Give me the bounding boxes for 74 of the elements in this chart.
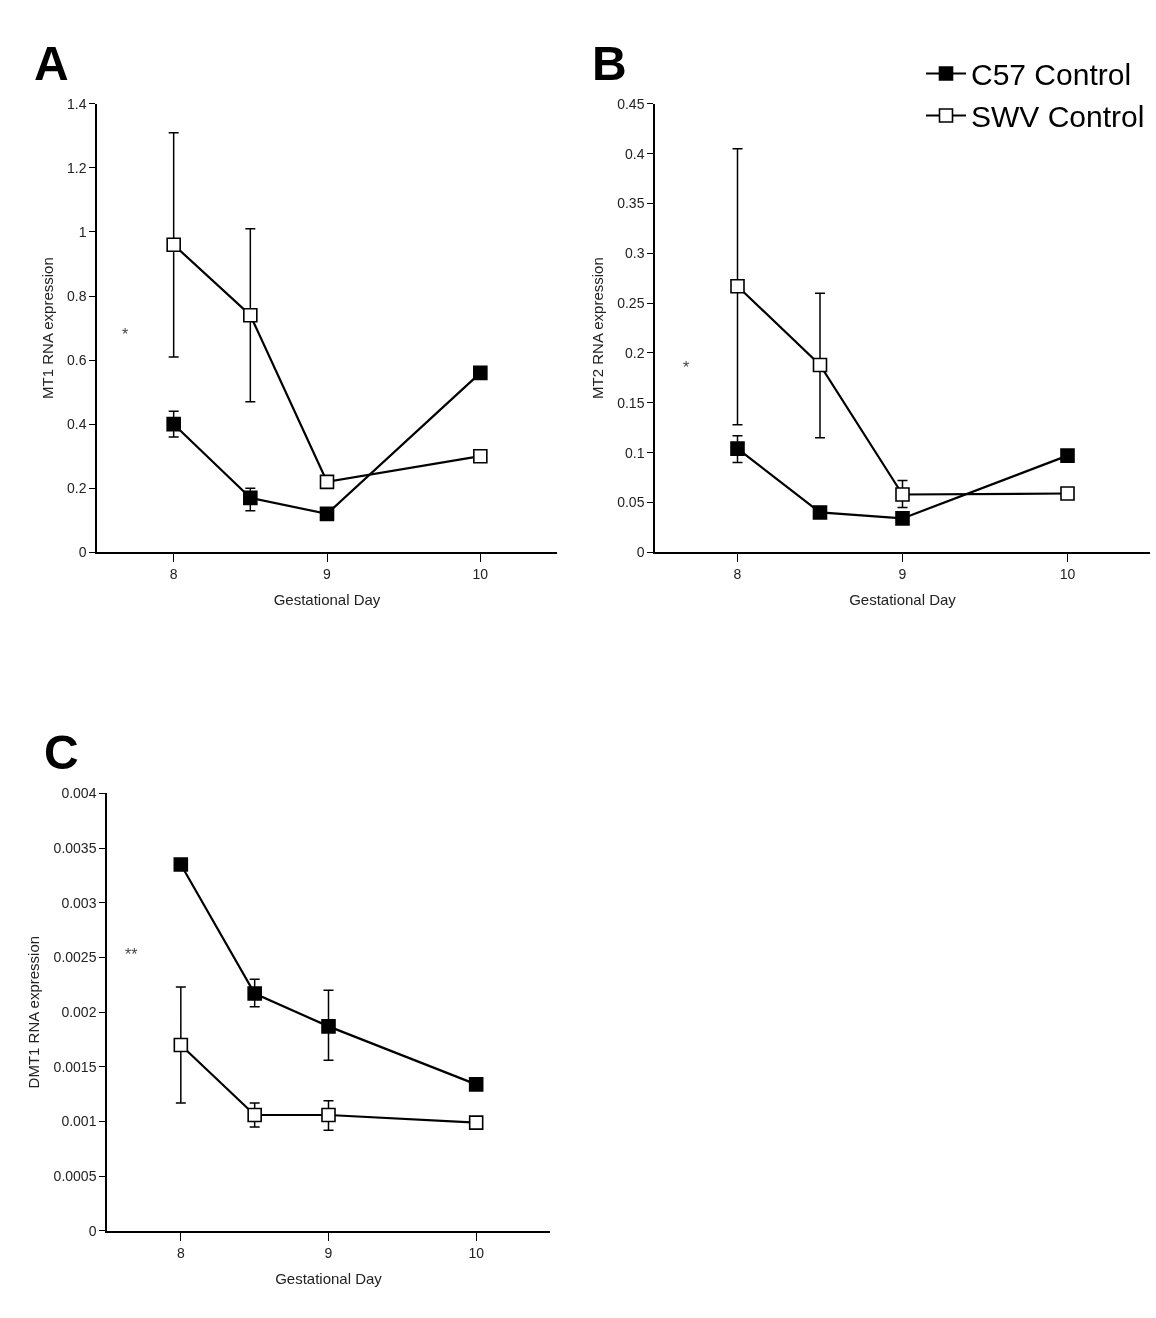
point [243,307,258,323]
y-tick-label: 0.8 [66,287,87,304]
y-tick-label: 0.2 [66,480,87,497]
y-tick-label: 0.002 [61,1004,97,1021]
point [321,1107,336,1123]
point [730,278,745,294]
point [1060,448,1075,463]
point [730,441,745,456]
y-axis-title: MT2 RNA expression [588,257,606,399]
point [173,1037,189,1053]
x-tick-label: 10 [472,565,489,582]
y-tick-label: 0.1 [624,444,645,461]
y-tick-label: 0.35 [617,195,645,212]
x-tick-label: 9 [323,565,332,582]
y-tick-label: 0 [88,1222,97,1239]
point [321,1019,336,1034]
y-tick-label: 0.15 [617,394,645,411]
y-axis-title: DMT1 RNA expression [25,935,43,1089]
y-tick-label: 1.4 [66,95,87,112]
point [173,857,189,872]
x-axis-title: Gestational Day [275,1270,383,1288]
y-tick-label: 0.0015 [53,1058,97,1075]
point [243,490,258,506]
x-tick-label: 10 [468,1244,485,1261]
x-tick-label: 9 [324,1244,333,1261]
point [247,1107,262,1123]
x-tick-label: 8 [169,565,178,582]
y-tick-label: 0.004 [61,785,97,802]
x-tick-label: 9 [898,565,907,582]
y-tick-label: 0.0005 [53,1168,97,1185]
annotation: * [683,359,690,376]
point [468,1077,484,1092]
point [812,357,828,373]
point [166,237,181,253]
annotation: * [122,326,129,343]
y-tick-label: 0 [78,544,87,561]
point [319,506,335,522]
chart-title: B [592,37,627,90]
x-tick-label: 8 [176,1244,185,1261]
annotation: ** [125,946,138,963]
x-tick-label: 10 [1059,565,1076,582]
point [166,416,181,432]
point [468,1115,484,1130]
y-tick-label: 1.2 [66,159,87,176]
y-tick-label: 0.0025 [53,949,97,966]
y-tick-label: 0.3 [624,245,645,262]
chart-title: A [34,37,69,90]
legend-label: SWV Control [971,100,1145,134]
y-tick-label: 0.4 [624,145,645,162]
y-tick-label: 0.2 [624,344,645,361]
y-tick-label: 0.001 [61,1113,97,1130]
y-tick-label: 0.6 [66,352,87,368]
x-tick-label: 8 [733,565,742,582]
point [1060,486,1075,501]
point [895,487,910,502]
y-tick-label: 0.45 [617,95,645,112]
x-axis-title: Gestational Day [849,591,957,609]
y-tick-label: 0.003 [61,894,97,911]
y-tick-label: 0.0035 [53,839,97,856]
point [812,505,828,520]
point [247,986,262,1001]
y-axis-title: MT1 RNA expression [38,257,56,399]
point [895,511,910,526]
point [473,448,488,464]
point [319,474,335,490]
chart-title: C [44,726,79,779]
point [473,365,488,381]
y-tick-label: 1 [78,223,87,240]
y-tick-label: 0.25 [617,295,645,312]
y-tick-label: 0 [636,544,645,561]
y-tick-label: 0.4 [66,416,87,433]
legend-label: C57 Control [971,58,1132,92]
x-axis-title: Gestational Day [273,591,381,609]
y-tick-label: 0.05 [617,494,645,511]
